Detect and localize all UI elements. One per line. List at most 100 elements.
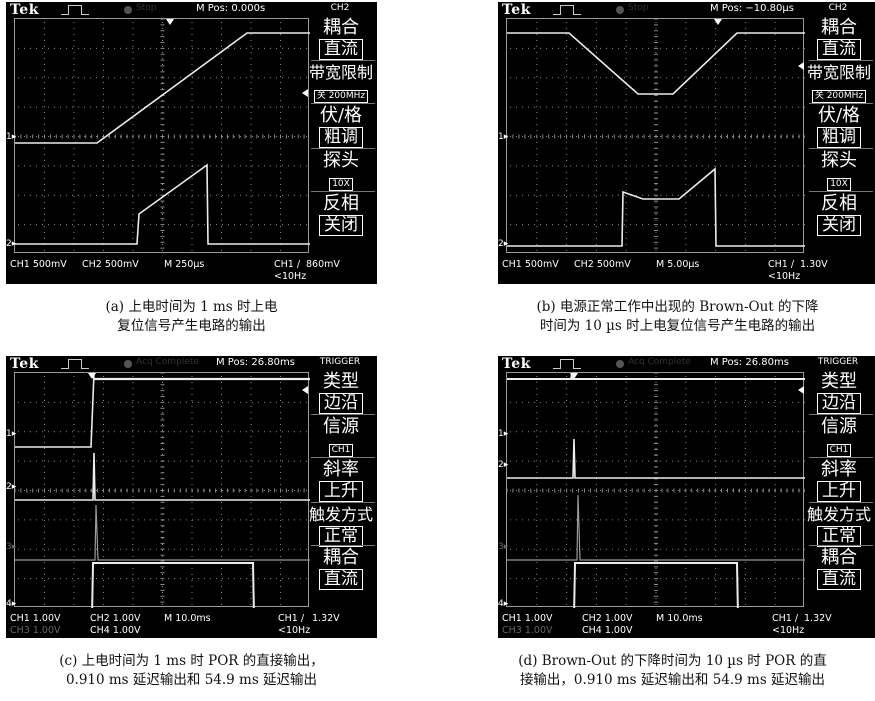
menu-item-4[interactable]: 反相 关闭 xyxy=(803,194,875,236)
caption-c-line2: 0.910 ms 延迟输出和 54.9 ms 延迟输出 xyxy=(65,672,318,688)
status-ch4-scale: CH4 1.00V xyxy=(582,625,633,636)
status-ch1-scale: CH1 500mV xyxy=(10,259,67,270)
menu-item-value: 直流 xyxy=(319,569,363,590)
status-ch3-scale: CH3 1.00V xyxy=(10,625,61,636)
trigger-pulse-icon xyxy=(553,359,581,369)
menu-separator xyxy=(311,414,375,415)
status-trigger-level: 1.30V xyxy=(800,259,828,270)
menu-item-1[interactable]: 带宽限制关 200MHz xyxy=(803,63,875,103)
menu-item-value: 关闭 xyxy=(319,215,363,236)
trigger-position-icon xyxy=(88,373,96,379)
menu-item-4[interactable]: 反相 关闭 xyxy=(305,194,377,236)
status-ch2-scale: CH2 500mV xyxy=(82,259,139,270)
graticule-svg xyxy=(507,373,805,608)
oscilloscope-screen-a: Tek Stop M Pos: 0.000s CH2 1▸ 2▸ 耦合 直流 带宽限… xyxy=(6,2,377,284)
acquisition-status: Stop xyxy=(628,3,649,13)
menu-item-2[interactable]: 斜率 上升 xyxy=(305,460,377,502)
trigger-pulse-icon xyxy=(553,5,581,15)
brand-logo: Tek xyxy=(502,356,531,372)
menu-item-3[interactable]: 触发方式 正常 xyxy=(803,505,875,547)
menu-item-value: 上升 xyxy=(319,481,363,502)
menu-item-0[interactable]: 耦合 直流 xyxy=(803,18,875,60)
menu-title: CH2 xyxy=(330,3,350,13)
trigger-level-icon xyxy=(798,62,804,70)
menu-item-label: 斜率 xyxy=(821,459,857,480)
ch2-marker: 2▸ xyxy=(498,460,509,470)
graticule-dots xyxy=(15,19,307,251)
menu-item-3[interactable]: 探头 10X xyxy=(305,151,377,191)
menu-item-value: 10X xyxy=(329,178,353,191)
caption-b-line2: 时间为 10 µs 时上电复位信号产生电路的输出 xyxy=(539,318,816,334)
status-timebase: M 10.0ms xyxy=(656,613,703,624)
menu-item-value: 直流 xyxy=(319,39,363,60)
menu-item-2[interactable]: 伏/格 粗调 xyxy=(803,106,875,148)
menu-item-label: 耦合 xyxy=(821,17,857,38)
menu-item-1[interactable]: 信源 CH1 xyxy=(803,417,875,457)
waveform-graticule xyxy=(506,18,805,253)
menu-separator xyxy=(809,502,873,503)
caption-d-line2: 接输出，0.910 ms 延迟输出和 54.9 ms 延迟输出 xyxy=(519,672,826,688)
menu-item-3[interactable]: 探头 10X xyxy=(803,151,875,191)
menu-item-value: 关 200MHz xyxy=(811,90,867,103)
caption-a-line1: (a) 上电时间为 1 ms 时上电 xyxy=(105,299,278,315)
menu-separator xyxy=(311,148,375,149)
waveform-ch1 xyxy=(15,32,310,144)
menu-item-value: 关闭 xyxy=(817,215,861,236)
menu-item-label: 伏/格 xyxy=(319,105,363,126)
status-trigger-level: 860mV xyxy=(306,259,340,270)
trigger-position-icon xyxy=(570,373,578,379)
graticule-dots xyxy=(507,19,805,251)
oscilloscope-screen-d: Tek Acq Complete M Pos: 26.80ms TRIGGER … xyxy=(498,356,875,638)
waveform-ch2 xyxy=(15,163,310,245)
menu-item-0[interactable]: 类型 边沿 xyxy=(305,372,377,414)
status-ch2-scale: CH2 1.00V xyxy=(582,613,633,624)
menu-item-2[interactable]: 伏/格 粗调 xyxy=(305,106,377,148)
trigger-pulse-icon xyxy=(61,359,89,369)
menu-item-value: 正常 xyxy=(319,526,363,547)
menu-item-label: 反相 xyxy=(323,193,359,214)
menu-separator xyxy=(809,191,873,192)
waveform-ch4 xyxy=(91,562,255,608)
menu-item-3[interactable]: 触发方式 正常 xyxy=(305,505,377,547)
menu-item-2[interactable]: 斜率 上升 xyxy=(803,460,875,502)
menu-item-1[interactable]: 信源 CH1 xyxy=(305,417,377,457)
menu-item-label: 带宽限制 xyxy=(806,63,871,82)
waveform-ch2 xyxy=(507,438,805,479)
menu-item-0[interactable]: 类型 边沿 xyxy=(803,372,875,414)
caption-b-line1: (b) 电源正常工作中出现的 Brown-Out 的下降 xyxy=(536,299,819,315)
menu-separator xyxy=(809,103,873,104)
ch3-marker: 3▸ xyxy=(6,542,17,552)
menu-item-0[interactable]: 耦合 直流 xyxy=(305,18,377,60)
status-trigger-freq: <10Hz xyxy=(772,625,805,636)
menu-item-label: 信源 xyxy=(323,416,359,437)
menu-item-value: 边沿 xyxy=(319,393,363,414)
waveform-graticule xyxy=(506,372,805,608)
status-timebase: M 10.0ms xyxy=(164,613,211,624)
menu-separator xyxy=(311,60,375,61)
menu-item-label: 斜率 xyxy=(323,459,359,480)
graticule-svg xyxy=(507,19,805,251)
menu-item-4[interactable]: 耦合 直流 xyxy=(803,548,875,590)
acquisition-status: Acq Complete xyxy=(628,357,691,367)
waveform-ch3 xyxy=(15,504,310,561)
menu-item-label: 反相 xyxy=(821,193,857,214)
menu-item-value: CH1 xyxy=(328,444,354,457)
status-trigger-freq: <10Hz xyxy=(278,625,311,636)
menu-item-label: 耦合 xyxy=(323,547,359,568)
menu-item-value: 10X xyxy=(827,178,851,191)
menu-separator xyxy=(311,502,375,503)
status-ch4-scale: CH4 1.00V xyxy=(90,625,141,636)
ch1-marker: 1▸ xyxy=(498,132,509,142)
trigger-level-icon xyxy=(302,386,308,394)
trigger-level-icon xyxy=(302,89,308,97)
menu-separator xyxy=(809,457,873,458)
menu-item-label: 带宽限制 xyxy=(308,63,373,82)
status-trigger-freq: <10Hz xyxy=(274,271,307,282)
menu-item-1[interactable]: 带宽限制关 200MHz xyxy=(305,63,377,103)
status-bar: CH1 500mV CH2 500mV M 250µs CH1 / 860mV … xyxy=(6,258,377,284)
menu-item-4[interactable]: 耦合 直流 xyxy=(305,548,377,590)
menu-item-label: 信源 xyxy=(821,416,857,437)
acquisition-status-icon xyxy=(616,6,624,14)
status-ch1-scale: CH1 1.00V xyxy=(10,613,61,624)
acquisition-status-icon xyxy=(124,6,132,14)
